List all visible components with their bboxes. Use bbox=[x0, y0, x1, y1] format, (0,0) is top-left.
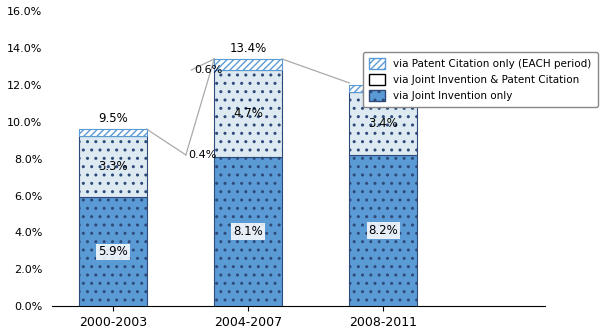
Text: 0.6%: 0.6% bbox=[194, 65, 222, 75]
Bar bbox=[214, 157, 282, 306]
Text: 5.9%: 5.9% bbox=[98, 245, 128, 258]
Text: 9.5%: 9.5% bbox=[98, 113, 128, 125]
Text: 0.4%: 0.4% bbox=[188, 150, 217, 160]
Text: 4.7%: 4.7% bbox=[233, 107, 263, 120]
Text: 8.1%: 8.1% bbox=[233, 225, 263, 238]
Bar bbox=[79, 198, 147, 306]
Text: 8.2%: 8.2% bbox=[368, 224, 398, 237]
Bar bbox=[214, 59, 282, 70]
Text: 3.4%: 3.4% bbox=[368, 117, 398, 130]
Bar bbox=[214, 70, 282, 157]
Bar bbox=[79, 129, 147, 136]
Bar bbox=[349, 155, 417, 306]
Legend: via Patent Citation only (EACH period), via Joint Invention & Patent Citation, v: via Patent Citation only (EACH period), … bbox=[363, 52, 598, 107]
Text: 0.4%: 0.4% bbox=[458, 80, 486, 90]
Text: 12.1%: 12.1% bbox=[365, 68, 402, 81]
Text: 13.4%: 13.4% bbox=[230, 42, 267, 55]
Bar bbox=[79, 136, 147, 198]
Text: 3.3%: 3.3% bbox=[98, 161, 128, 173]
Bar bbox=[349, 85, 417, 92]
Bar bbox=[349, 92, 417, 155]
